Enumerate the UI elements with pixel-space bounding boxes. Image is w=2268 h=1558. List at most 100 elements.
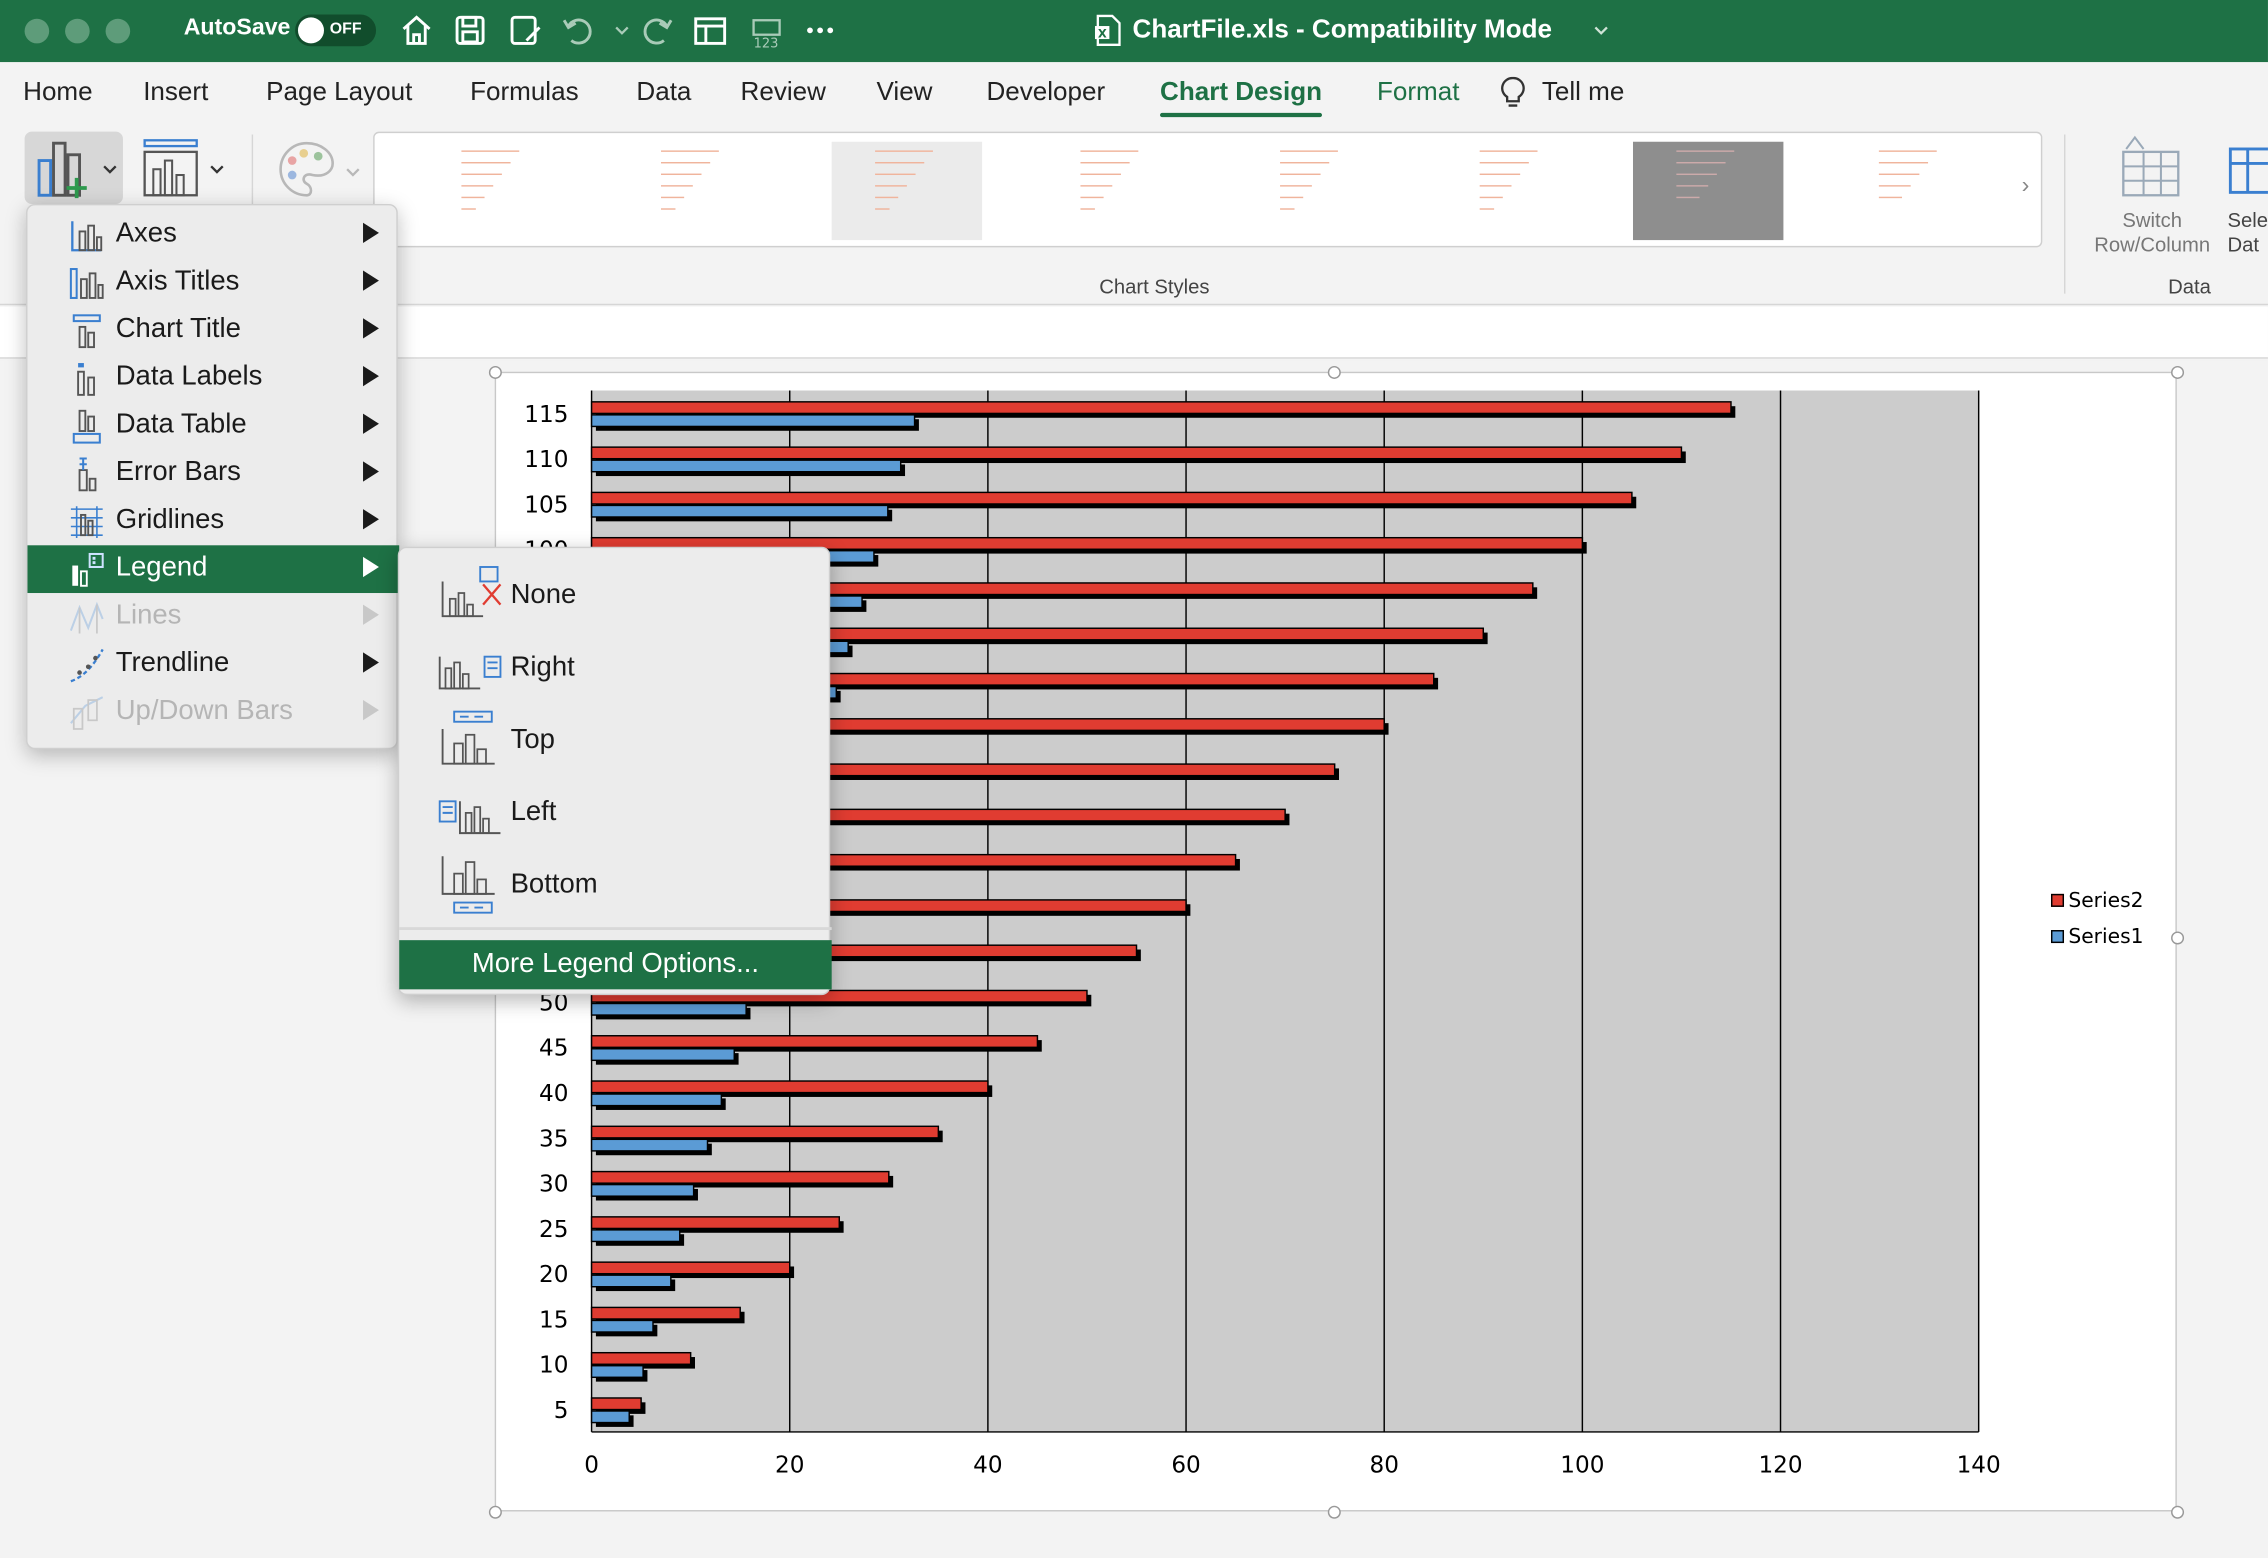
document-title: ChartFile.xls - Compatibility Mode — [1132, 14, 1553, 44]
tab-view[interactable]: View — [876, 76, 933, 106]
add-chart-element-button[interactable] — [24, 131, 123, 204]
bar-series1-45 — [590, 1048, 735, 1062]
chart-resize-handle-top-right[interactable] — [2171, 365, 2185, 379]
bar-series1-30 — [590, 1183, 695, 1197]
tab-format[interactable]: Format — [1376, 76, 1460, 106]
save-as-icon[interactable] — [506, 12, 544, 50]
chart-resize-handle-bottom-left[interactable] — [488, 1505, 502, 1519]
tab-insert[interactable]: Insert — [143, 76, 209, 106]
submenu-arrow-icon — [363, 700, 379, 721]
chart-title-icon — [72, 314, 101, 349]
chart-resize-handle-bottom[interactable] — [1327, 1505, 1341, 1519]
axes-icon — [71, 221, 103, 252]
tab-tell-me[interactable]: Tell me — [1541, 76, 1625, 106]
legend-option-none[interactable]: None — [399, 555, 831, 627]
legend-option-bottom[interactable]: Bottom — [399, 845, 831, 917]
chart-style-thumb-8[interactable] — [1835, 141, 1995, 241]
chart-style-thumb-3[interactable] — [831, 141, 983, 241]
menu-item-up-down-bars: Up/Down Bars — [27, 688, 399, 736]
tab-review[interactable]: Review — [740, 76, 826, 106]
y-tick-label-20: 20 — [539, 1262, 568, 1288]
bar-series2-105 — [590, 491, 1633, 505]
tab-developer[interactable]: Developer — [986, 76, 1106, 106]
more-legend-options-button[interactable]: More Legend Options... — [399, 940, 832, 990]
chart-resize-handle-top[interactable] — [1327, 365, 1341, 379]
submenu-divider — [399, 927, 832, 931]
palette-icon — [279, 141, 360, 197]
data-labels-icon — [77, 363, 95, 396]
chart-style-thumb-7[interactable] — [1632, 141, 1784, 241]
svg-text:X: X — [1098, 27, 1107, 41]
close-window-button[interactable] — [24, 18, 50, 44]
menu-item-error-bars[interactable]: Error Bars — [27, 450, 399, 498]
legend-swatch-series2 — [2050, 893, 2065, 907]
form-icon[interactable] — [691, 12, 729, 50]
bar-series2-100 — [590, 536, 1584, 550]
chart-style-thumb-6[interactable] — [1436, 141, 1587, 241]
chart-resize-handle-top-left[interactable] — [488, 365, 502, 379]
legend-label-series1: Series1 — [2068, 924, 2144, 949]
chart-style-thumb-4[interactable] — [1037, 141, 1188, 241]
number-format-icon[interactable]: 123 — [748, 12, 786, 52]
gallery-next-arrow[interactable]: › — [2021, 173, 2030, 199]
undo-icon[interactable] — [560, 12, 598, 50]
menu-item-data-table[interactable]: Data Table — [27, 402, 399, 450]
undo-dropdown-icon[interactable] — [603, 12, 629, 50]
change-colors-button[interactable] — [275, 137, 365, 201]
quick-layout-button[interactable] — [139, 135, 234, 202]
select-data-button[interactable]: Sele Dat — [2227, 208, 2268, 257]
zoom-window-button[interactable] — [105, 18, 131, 44]
chart-style-thumb-1[interactable] — [418, 141, 569, 241]
bar-series2-115 — [590, 401, 1732, 415]
axis-titles-icon — [69, 268, 104, 299]
trendline-icon — [70, 648, 104, 683]
save-icon[interactable] — [451, 12, 489, 50]
menu-item-axis-titles[interactable]: Axis Titles — [27, 259, 399, 307]
autosave-state: OFF — [329, 20, 362, 38]
legend-option-left[interactable]: Left — [399, 772, 831, 844]
bar-series2-10 — [590, 1351, 692, 1365]
bar-series2-35 — [590, 1125, 940, 1139]
chart-resize-handle-right[interactable] — [2171, 931, 2185, 945]
menu-item-trendline[interactable]: Trendline — [27, 641, 399, 689]
legend-option-right[interactable]: Right — [399, 628, 831, 700]
tab-formulas[interactable]: Formulas — [470, 76, 579, 106]
menu-item-gridlines[interactable]: Gridlines — [27, 498, 399, 546]
tab-chart-design[interactable]: Chart Design — [1160, 76, 1323, 118]
switch-row-column-button[interactable]: Switch Row/Column — [2083, 208, 2222, 257]
x-tick-label-40: 40 — [973, 1452, 1002, 1478]
menu-item-label: Gridlines — [115, 504, 225, 536]
autosave-toggle[interactable]: OFF — [295, 14, 377, 47]
chart-resize-handle-bottom-right[interactable] — [2171, 1505, 2185, 1519]
redo-icon[interactable] — [638, 12, 676, 50]
y-tick-label-110: 110 — [524, 447, 568, 473]
chart-style-thumb-5[interactable] — [1236, 141, 1388, 241]
select-data-label-line2: Dat — [2227, 232, 2259, 257]
chart-styles-group-label: Chart Styles — [1099, 274, 1210, 298]
x-tick-label-20: 20 — [775, 1452, 804, 1478]
minimize-window-button[interactable] — [65, 18, 90, 44]
legend-option-top[interactable]: Top — [399, 700, 831, 772]
tab-data[interactable]: Data — [636, 76, 692, 106]
title-chevron-down-icon[interactable] — [1591, 20, 1611, 40]
tab-home[interactable]: Home — [23, 76, 93, 106]
legend-icon — [72, 552, 104, 587]
home-icon[interactable] — [398, 12, 436, 50]
legend-option-label: Left — [510, 796, 557, 828]
menu-item-chart-title[interactable]: Chart Title — [27, 307, 399, 355]
submenu-arrow-icon — [363, 556, 379, 578]
more-commands-icon[interactable] — [801, 12, 839, 50]
tab-page-layout[interactable]: Page Layout — [266, 76, 413, 106]
legend-top-icon — [441, 710, 495, 765]
chart-style-thumb-2[interactable] — [617, 141, 769, 241]
legend-option-label: Right — [510, 652, 575, 683]
select-data-icon — [2227, 143, 2268, 201]
gridlines-icon — [70, 506, 103, 539]
menu-item-data-labels[interactable]: Data Labels — [27, 354, 399, 402]
chart-legend[interactable]: Series2 Series1 — [2050, 882, 2144, 954]
bar-series1-5 — [590, 1410, 630, 1424]
menu-item-axes[interactable]: Axes — [27, 211, 399, 259]
autosave-label: AutoSave — [183, 15, 291, 41]
switch-row-column-icon — [2115, 135, 2187, 202]
menu-item-legend[interactable]: Legend — [27, 545, 400, 594]
